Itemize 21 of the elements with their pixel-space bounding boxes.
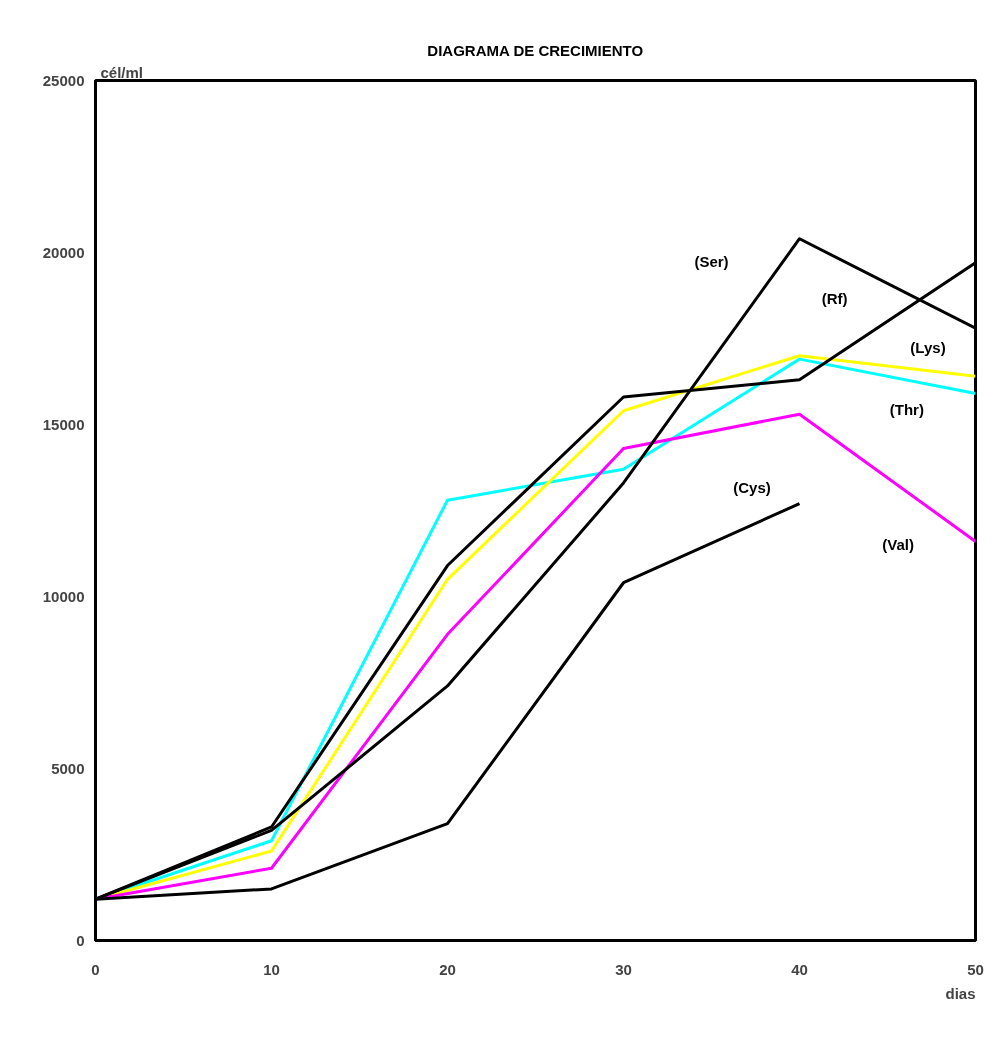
annotation: (Ser) xyxy=(694,252,729,270)
y-tick-label: 25000 xyxy=(42,71,85,89)
y-axis-title: cél/ml xyxy=(100,63,144,81)
y-tick-label: 15000 xyxy=(42,415,85,433)
annotation: (Thr) xyxy=(889,400,924,418)
y-tick-label: 20000 xyxy=(42,243,85,261)
annotation: (Rf) xyxy=(821,290,848,308)
annotation: (Cys) xyxy=(733,478,771,496)
x-tick-label: 40 xyxy=(791,960,808,978)
x-tick-label: 30 xyxy=(615,960,632,978)
y-tick-label: 10000 xyxy=(42,587,85,605)
x-tick-label: 20 xyxy=(439,960,456,978)
x-tick-label: 50 xyxy=(967,960,984,978)
x-tick-label: 0 xyxy=(91,960,100,978)
chart-title: DIAGRAMA DE CRECIMIENTO xyxy=(427,41,644,59)
x-tick-label: 10 xyxy=(263,960,280,978)
annotation: (Lys) xyxy=(910,338,946,356)
x-axis-title: dias xyxy=(945,984,976,1002)
y-tick-label: 0 xyxy=(76,931,85,949)
y-tick-label: 5000 xyxy=(51,759,85,777)
annotation: (Val) xyxy=(882,536,914,554)
